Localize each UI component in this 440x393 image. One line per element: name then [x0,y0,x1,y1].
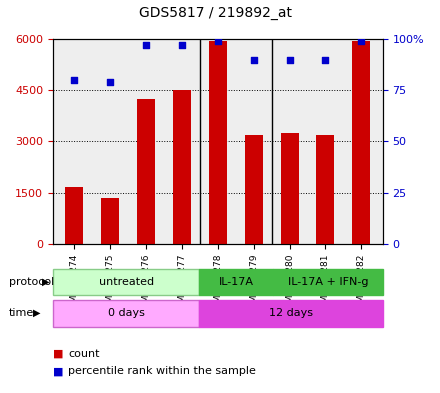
Bar [199,300,383,327]
Text: untreated: untreated [99,277,154,287]
Point [214,38,221,44]
Text: 0 days: 0 days [108,309,145,318]
Bar [273,269,383,295]
Bar [173,90,191,244]
Text: ▶: ▶ [33,308,40,318]
Text: time: time [9,308,34,318]
Bar [53,269,199,295]
Bar [53,300,199,327]
Point [358,38,365,44]
Bar [137,99,155,244]
Point [250,57,257,63]
Bar [209,41,227,244]
Text: IL-17A + IFN-g: IL-17A + IFN-g [288,277,368,287]
Text: ■: ■ [53,349,63,359]
Bar [352,41,370,244]
Bar [66,187,83,244]
Text: percentile rank within the sample: percentile rank within the sample [68,366,256,376]
Point [322,57,329,63]
Point [286,57,293,63]
Text: ■: ■ [53,366,63,376]
Point [71,77,78,83]
Text: IL-17A: IL-17A [219,277,253,287]
Text: GDS5817 / 219892_at: GDS5817 / 219892_at [139,6,292,20]
Bar [101,198,119,244]
Text: count: count [68,349,100,359]
Bar [281,133,298,244]
Point [143,42,150,49]
Text: protocol: protocol [9,277,54,287]
Text: ▶: ▶ [42,277,50,287]
Point [178,42,185,49]
Bar [245,135,263,244]
Text: 12 days: 12 days [269,309,313,318]
Point [106,79,114,85]
Bar [316,135,334,244]
Bar [199,269,273,295]
